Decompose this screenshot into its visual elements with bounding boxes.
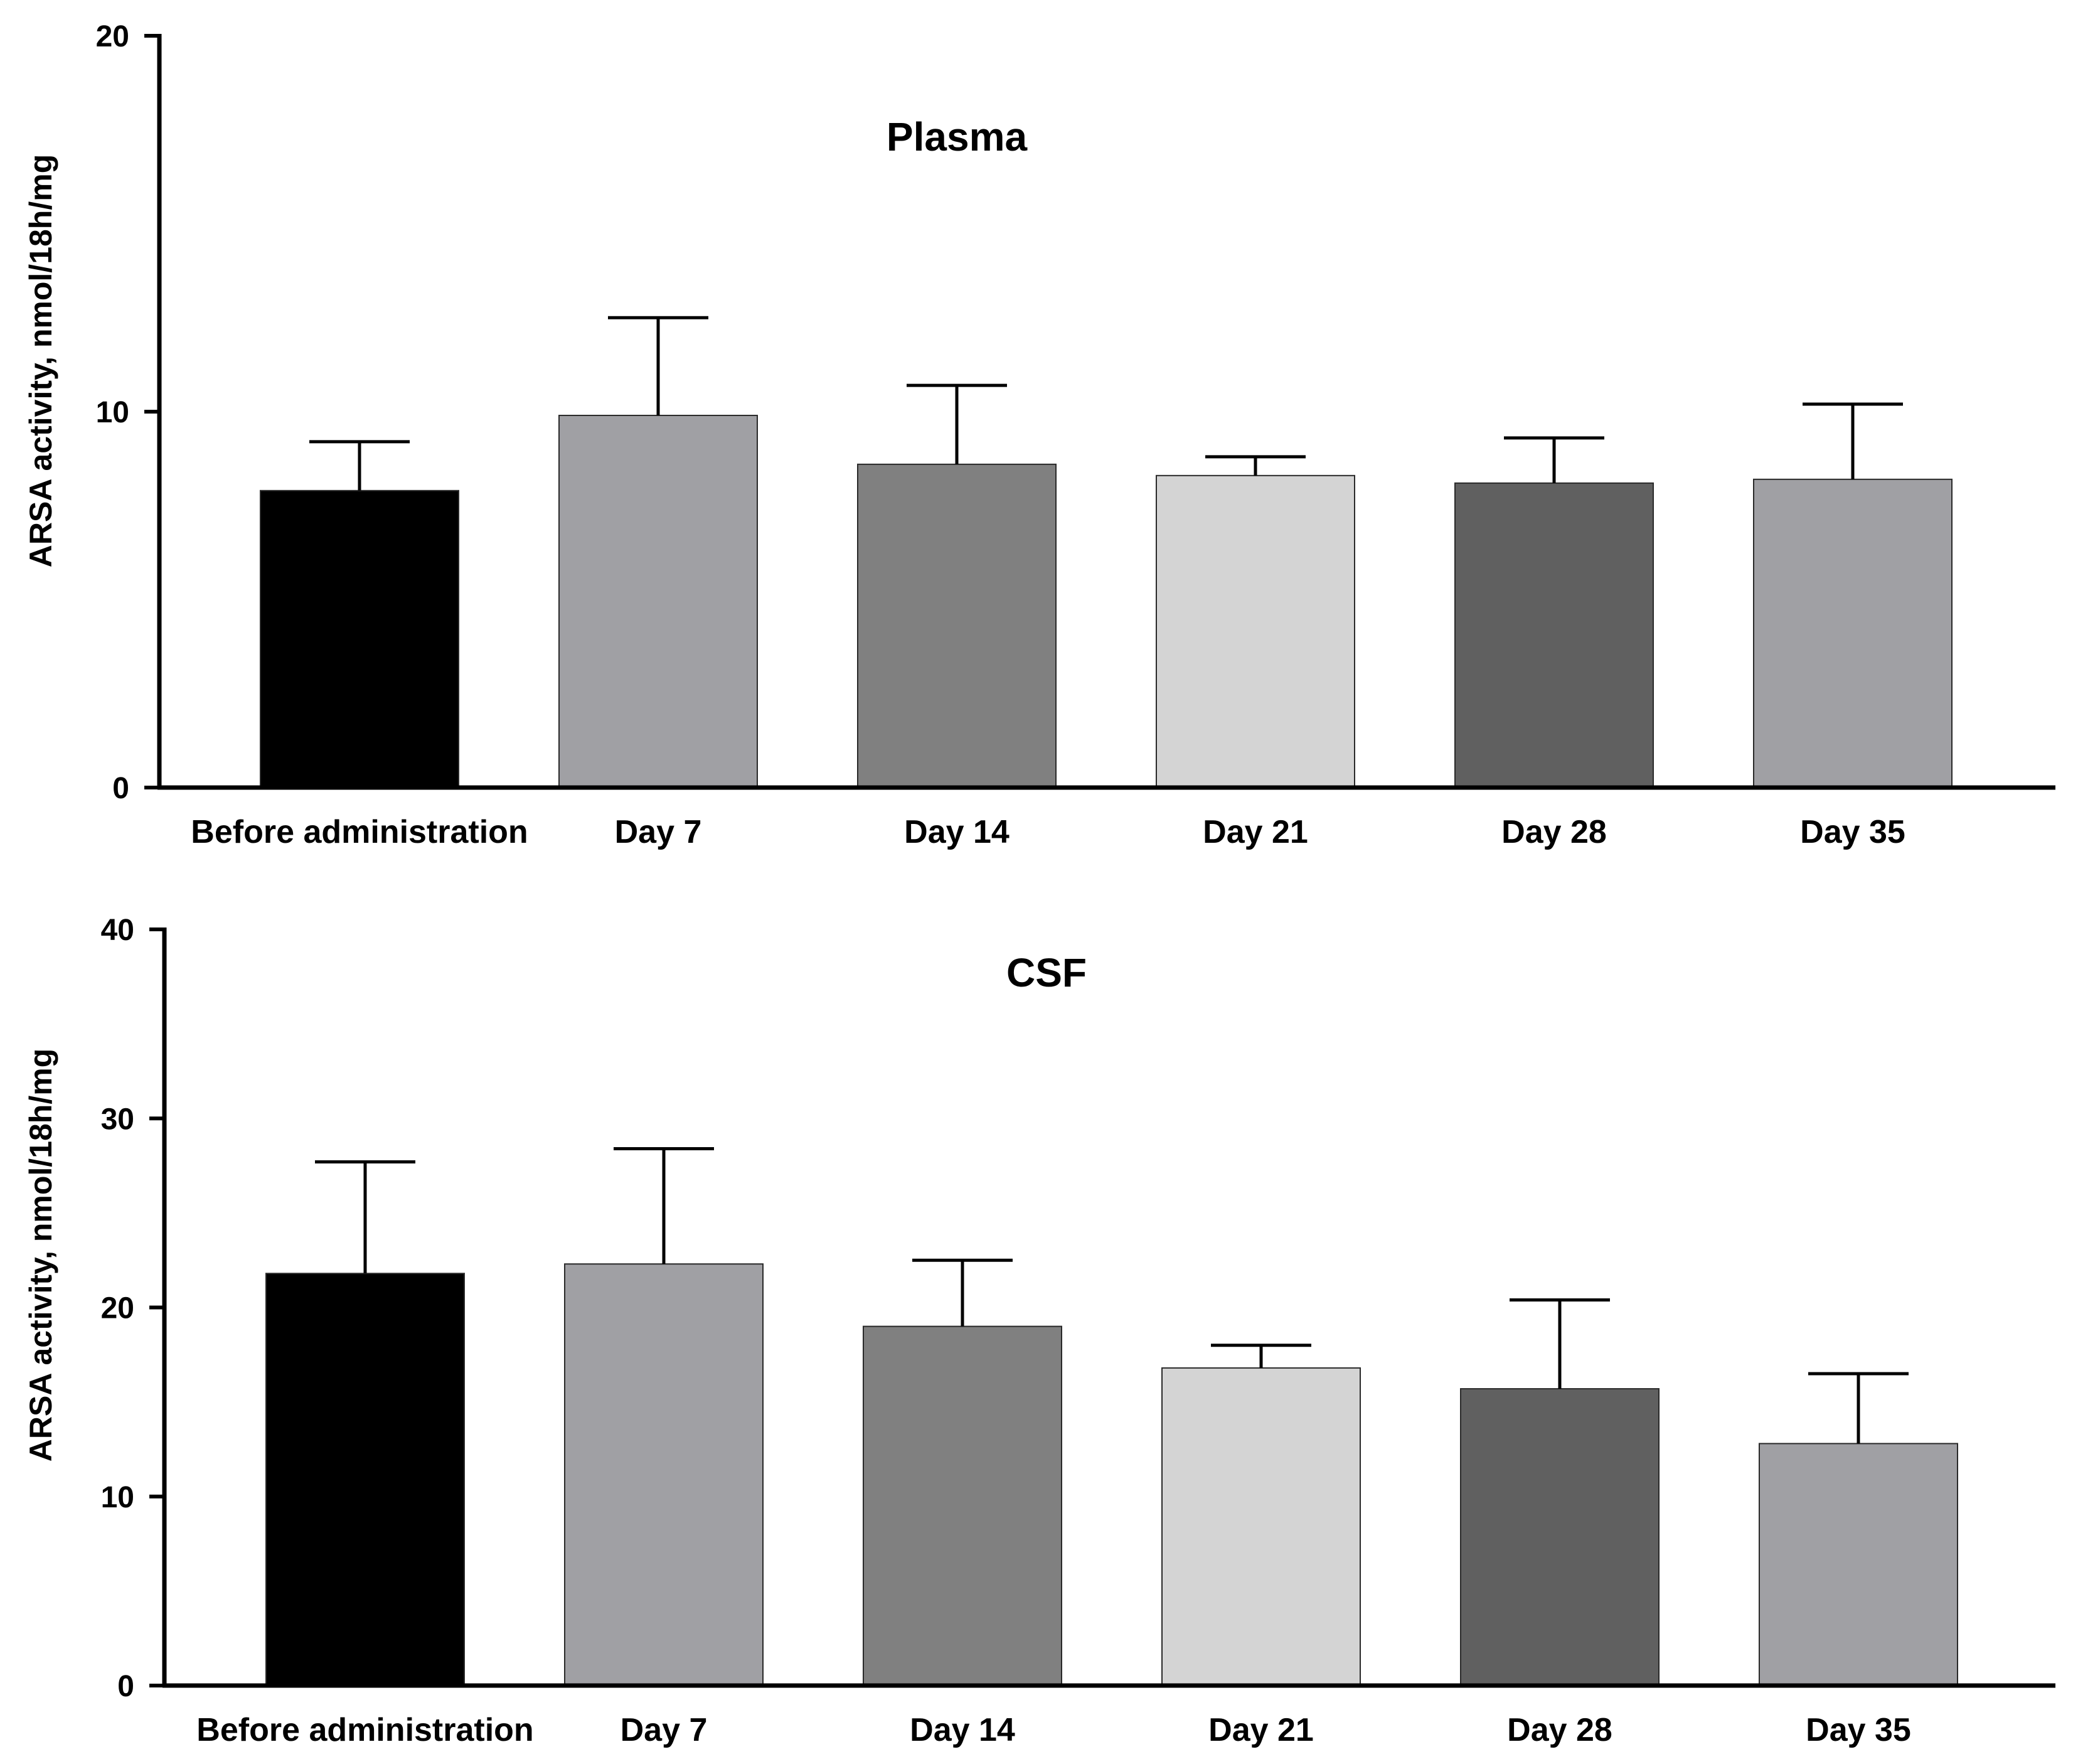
plasma-chart: Plasma ARSA activity, nmol/18h/mg Before…: [23, 20, 2055, 850]
x-tick-label: Day 14: [904, 814, 1010, 850]
x-tick-label: Before administration: [196, 1712, 533, 1748]
bar: [1759, 1443, 1958, 1686]
bar: [857, 463, 1057, 788]
y-tick-label: 40: [101, 914, 134, 947]
y-tick-label: 30: [101, 1103, 134, 1136]
bar: [564, 1263, 764, 1686]
y-axis-label: ARSA activity, nmol/18h/mg: [23, 154, 58, 567]
y-tick-label: 0: [112, 772, 129, 805]
bar: [1753, 478, 1953, 788]
y-tick-label: 10: [101, 1481, 134, 1514]
x-tick-label: Day 28: [1501, 814, 1607, 850]
y-tick-label: 10: [96, 396, 129, 429]
y-tick-label: 20: [101, 1292, 134, 1325]
chart-title: CSF: [1006, 950, 1087, 995]
y-axis-label: ARSA activity, nmol/18h/mg: [23, 1049, 58, 1462]
csf-chart: CSF ARSA activity, nmol/18h/mg Before ad…: [23, 914, 2055, 1748]
x-tick-label: Day 21: [1208, 1712, 1314, 1748]
y-tick-label: 0: [117, 1670, 134, 1703]
bar: [1156, 474, 1355, 789]
x-tick-label: Day 7: [615, 814, 702, 850]
bar: [1454, 482, 1654, 788]
x-tick-label: Day 35: [1806, 1712, 1911, 1748]
bar: [863, 1325, 1062, 1686]
x-tick-label: Day 7: [621, 1712, 708, 1748]
bar: [265, 1273, 465, 1686]
x-tick-label: Day 28: [1507, 1712, 1612, 1748]
chart-title: Plasma: [887, 114, 1028, 159]
x-tick-label: Before administration: [191, 814, 528, 850]
bar: [260, 489, 459, 788]
x-tick-label: Day 14: [910, 1712, 1015, 1748]
x-tick-label: Day 35: [1800, 814, 1905, 850]
y-tick-label: 20: [96, 20, 129, 53]
bar: [1460, 1388, 1660, 1687]
bar: [1161, 1367, 1361, 1686]
bar: [558, 414, 758, 788]
x-tick-label: Day 21: [1203, 814, 1308, 850]
